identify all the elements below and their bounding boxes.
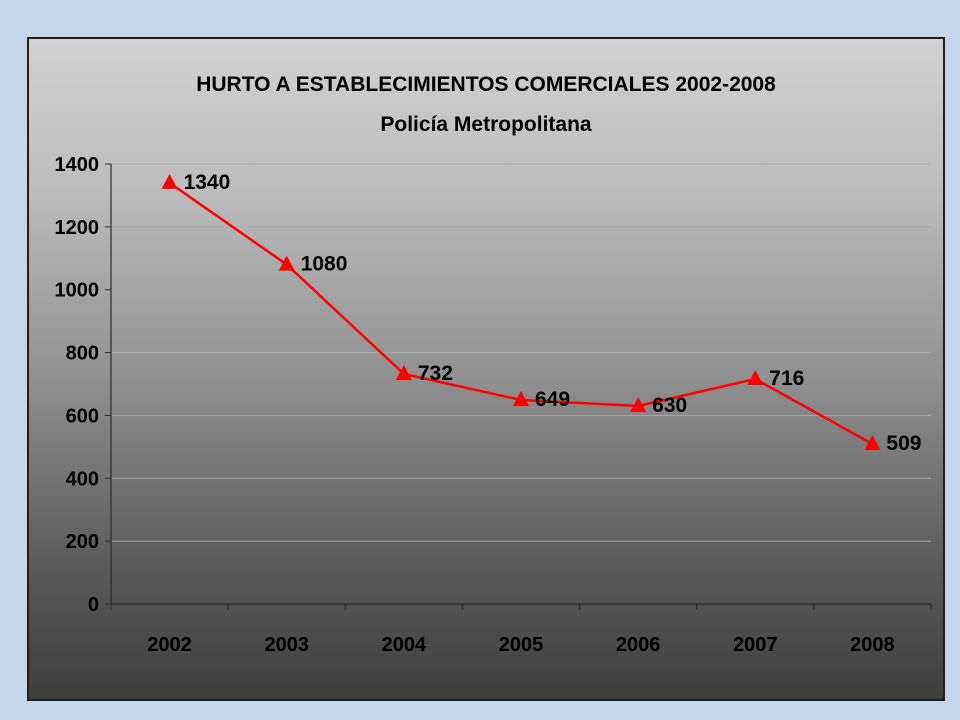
x-axis-ticks: 2002 2003 2004 2005 2006 2007 2008 — [147, 634, 894, 656]
chart-title: HURTO A ESTABLECIMIENTOS COMERCIALES 200… — [196, 73, 776, 96]
data-label: 732 — [418, 362, 453, 385]
line-chart: HURTO A ESTABLECIMIENTOS COMERCIALES 200… — [55, 73, 932, 656]
x-tick-label: 2007 — [733, 634, 778, 656]
data-point-triangle-icon — [278, 255, 295, 271]
y-axis-ticks: 0 200 400 600 800 1000 1200 1400 — [55, 154, 100, 616]
y-tick-label: 1000 — [55, 280, 100, 302]
x-tick-label: 2002 — [147, 634, 192, 656]
data-point-triangle-icon — [864, 435, 881, 451]
x-tick-label: 2008 — [850, 634, 895, 656]
y-tick-label: 0 — [88, 594, 99, 616]
axes — [105, 163, 932, 610]
y-tick-label: 600 — [66, 405, 99, 427]
data-point-triangle-icon — [161, 173, 178, 189]
data-point-triangle-icon — [630, 397, 647, 412]
x-tick-label: 2003 — [264, 634, 309, 656]
data-label: 509 — [886, 432, 921, 455]
series — [161, 173, 881, 451]
data-label: 1340 — [184, 171, 231, 194]
data-point-triangle-icon — [513, 391, 529, 407]
y-tick-label: 400 — [66, 468, 99, 490]
x-tick-label: 2004 — [382, 634, 427, 656]
y-tick-label: 1200 — [55, 217, 100, 239]
data-point-triangle-icon — [395, 364, 412, 380]
x-tick-label: 2005 — [499, 634, 544, 656]
data-label: 649 — [535, 388, 570, 411]
data-point-triangle-icon — [747, 369, 764, 385]
gridlines — [111, 163, 931, 542]
chart-subtitle: Policía Metropolitana — [380, 113, 592, 136]
data-label: 630 — [652, 394, 687, 417]
data-labels: 1340 1080 732 649 630 716 509 — [184, 171, 922, 455]
y-tick-label: 200 — [66, 531, 99, 553]
x-tick-label: 2006 — [616, 634, 661, 656]
data-label: 716 — [769, 367, 804, 390]
data-label: 1080 — [301, 253, 348, 276]
y-tick-label: 1400 — [55, 154, 100, 176]
chart-frame: HURTO A ESTABLECIMIENTOS COMERCIALES 200… — [27, 37, 945, 701]
y-tick-label: 800 — [66, 343, 99, 365]
